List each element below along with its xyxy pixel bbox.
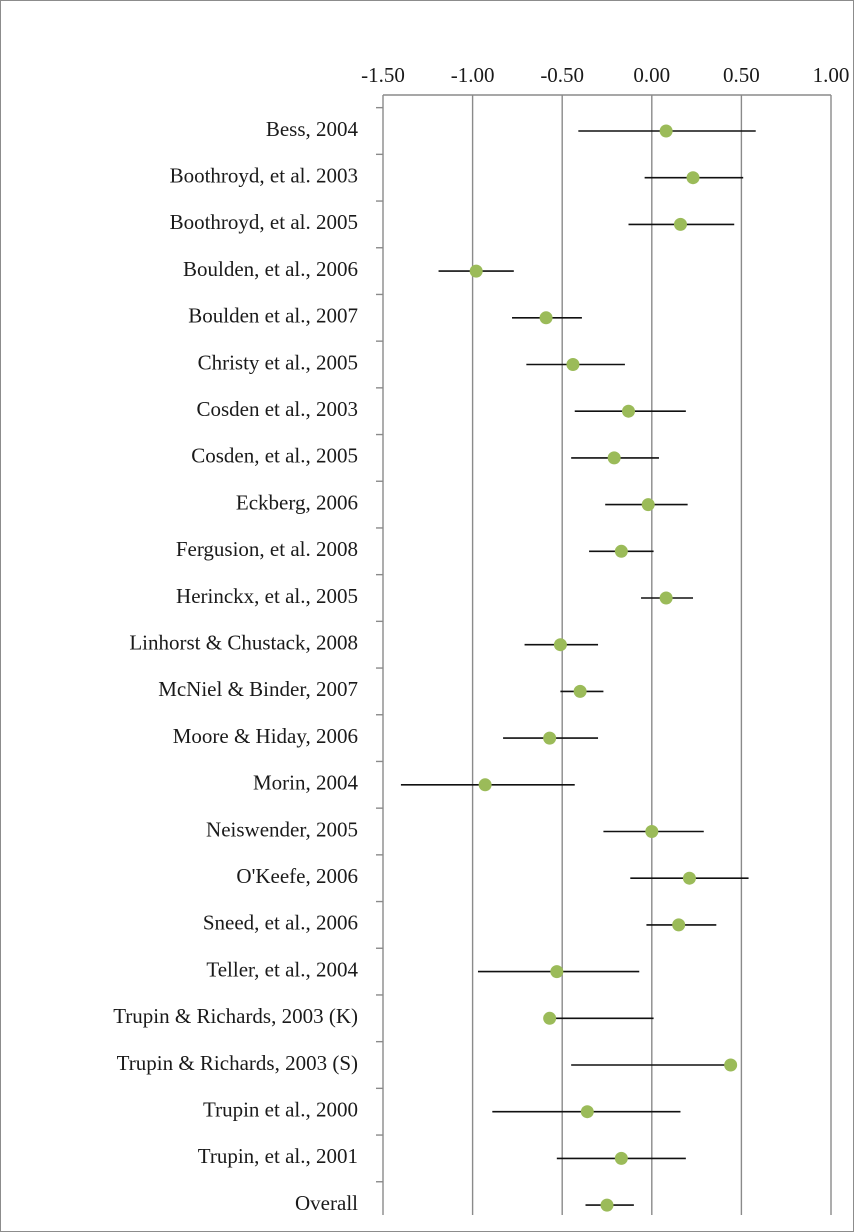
x-tick-label: 1.00 xyxy=(813,63,850,87)
study-label: Herinckx, et al., 2005 xyxy=(176,584,358,608)
study-label: O'Keefe, 2006 xyxy=(236,864,358,888)
effect-point xyxy=(566,358,580,371)
x-tick-label: -0.50 xyxy=(540,63,584,87)
effect-point xyxy=(622,404,636,418)
effect-point xyxy=(543,1011,557,1025)
study-label: Moore & Hiday, 2006 xyxy=(173,724,358,748)
study-label: Boothroyd, et al. 2003 xyxy=(170,164,358,188)
x-tick-label: 0.00 xyxy=(633,63,670,87)
study-label: Linhorst & Chustack, 2008 xyxy=(129,631,358,655)
study-label: Cosden et al., 2003 xyxy=(196,397,358,421)
study-label: Boothroyd, et al. 2005 xyxy=(170,210,358,234)
gridlines xyxy=(382,95,832,1215)
study-label: Boulden et al., 2007 xyxy=(188,304,358,328)
x-tick-labels: -1.50 -1.00 -0.50 0.00 0.50 1.00 xyxy=(361,63,849,87)
effect-point xyxy=(607,451,621,465)
effect-point xyxy=(550,965,564,979)
effect-point xyxy=(682,871,696,885)
study-label: Trupin et al., 2000 xyxy=(203,1098,358,1122)
x-tick-label: 0.50 xyxy=(723,63,760,87)
study-label: Overall xyxy=(295,1191,358,1215)
study-label: Morin, 2004 xyxy=(253,771,359,795)
effect-point xyxy=(645,825,659,838)
study-label: Christy et al., 2005 xyxy=(198,350,358,374)
confidence-intervals xyxy=(400,130,756,1206)
effect-point xyxy=(614,544,628,558)
effect-point xyxy=(580,1105,594,1119)
study-label: Neiswender, 2005 xyxy=(206,817,358,841)
study-label: Trupin & Richards, 2003 (S) xyxy=(117,1051,358,1075)
x-tick-label: -1.50 xyxy=(361,63,405,87)
effect-point xyxy=(469,264,483,278)
study-label: Sneed, et al., 2006 xyxy=(203,911,358,935)
effect-point xyxy=(614,1151,628,1165)
effect-point xyxy=(672,918,686,932)
axis xyxy=(376,94,831,1183)
study-label: Trupin, et al., 2001 xyxy=(198,1144,358,1168)
study-label: McNiel & Binder, 2007 xyxy=(158,677,358,701)
effect-point xyxy=(539,311,553,325)
study-label: Bess, 2004 xyxy=(266,117,359,141)
effect-point xyxy=(478,778,492,792)
effect-point xyxy=(673,217,687,231)
x-tick-label: -1.00 xyxy=(451,63,495,87)
study-label: Trupin & Richards, 2003 (K) xyxy=(113,1004,358,1028)
effect-point xyxy=(724,1058,738,1072)
effect-point xyxy=(553,638,567,652)
effect-points xyxy=(469,124,738,1212)
effect-point xyxy=(659,591,673,605)
study-labels: Bess, 2004 Boothroyd, et al. 2003 Boothroy… xyxy=(113,117,358,1215)
effect-point xyxy=(573,684,587,698)
study-label: Cosden, et al., 2005 xyxy=(191,444,358,468)
study-label: Fergusion, et al. 2008 xyxy=(176,537,358,561)
effect-point xyxy=(659,124,673,138)
study-label: Boulden, et al., 2006 xyxy=(183,257,358,281)
effect-point xyxy=(543,731,557,745)
effect-point xyxy=(600,1198,614,1212)
effect-point xyxy=(641,498,655,512)
effect-point xyxy=(686,171,700,185)
study-label: Eckberg, 2006 xyxy=(236,490,358,514)
study-label: Teller, et al., 2004 xyxy=(206,957,358,981)
